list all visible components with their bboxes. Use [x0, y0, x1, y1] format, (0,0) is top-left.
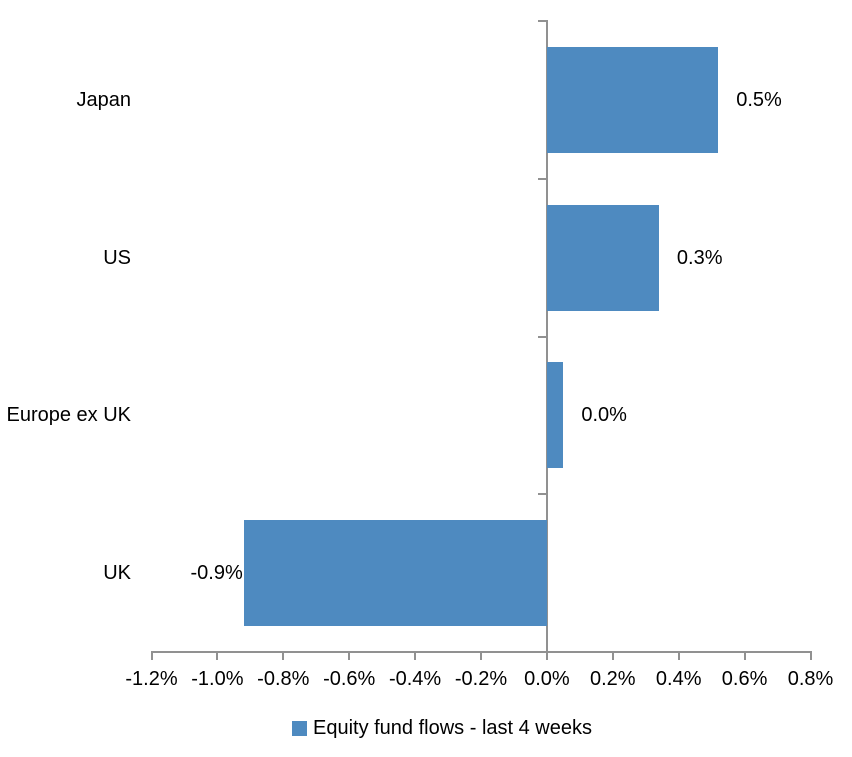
x-axis-tick-label: -0.6%: [323, 668, 376, 690]
category-label: Japan: [76, 88, 132, 111]
data-label: 0.0%: [581, 404, 627, 427]
x-axis-tick-label: 0.4%: [655, 668, 702, 690]
x-axis-tick: [545, 652, 548, 660]
bar-japan: [546, 46, 719, 153]
legend-series-label: Equity fund flows - last 4 weeks: [312, 717, 592, 739]
data-label: 0.5%: [736, 88, 782, 111]
x-axis-tick-label: -0.4%: [388, 668, 442, 690]
y-axis-tick: [537, 177, 546, 180]
category-label: US: [103, 246, 131, 269]
x-axis-tick: [611, 652, 614, 660]
legend: Equity fund flows - last 4 weeks: [0, 713, 852, 743]
y-axis-tick: [537, 20, 546, 22]
x-axis-tick-label: -1.2%: [125, 668, 178, 690]
x-axis-tick: [677, 652, 680, 660]
bar-uk: [243, 520, 547, 627]
x-axis-tick-label: -1.0%: [191, 668, 244, 690]
legend-series-marker-icon: [291, 720, 307, 736]
x-axis-tick: [480, 652, 482, 660]
x-axis-tick: [216, 652, 219, 660]
x-axis-tick-label: 0.2%: [590, 668, 636, 690]
data-label: 0.3%: [676, 246, 723, 269]
category-label: Europe ex UK: [6, 404, 131, 427]
y-axis-tick: [537, 493, 546, 496]
y-axis-line: [545, 20, 548, 653]
x-axis-tick: [348, 652, 351, 660]
category-label: UK: [103, 562, 131, 585]
x-axis-tick: [743, 652, 746, 660]
x-axis-tick-label: 0.8%: [787, 668, 834, 690]
x-axis-tick: [809, 652, 812, 660]
x-axis-tick-label: 0.0%: [524, 668, 570, 690]
y-axis-tick: [537, 335, 546, 338]
x-axis-tick-label: 0.6%: [721, 668, 768, 690]
data-label: -0.9%: [190, 562, 243, 585]
x-axis-tick: [414, 652, 417, 660]
x-axis-tick: [150, 652, 153, 660]
x-axis-tick-label: -0.8%: [257, 668, 310, 690]
bar-us: [546, 204, 659, 311]
x-axis-tick-label: -0.2%: [454, 668, 508, 690]
bar-europe-ex-uk: [546, 362, 564, 469]
x-axis-tick: [282, 652, 285, 660]
y-axis-tick: [537, 651, 546, 653]
